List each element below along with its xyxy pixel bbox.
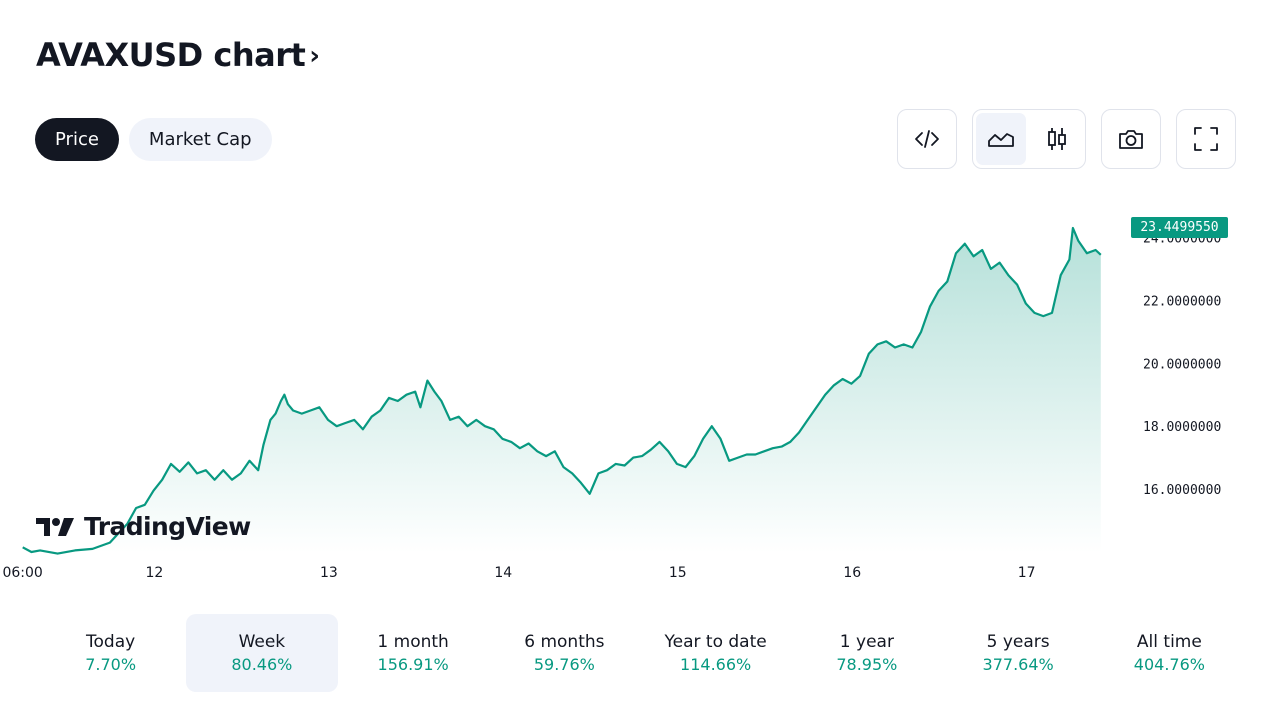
embed-tool bbox=[897, 109, 957, 169]
chart-title-link[interactable]: AVAXUSD chart › bbox=[36, 36, 320, 74]
fullscreen-icon bbox=[1194, 127, 1218, 151]
x-tick-label: 12 bbox=[145, 565, 163, 581]
x-axis: 06:00 12 13 14 15 16 17 bbox=[2, 565, 1035, 581]
period-change: 404.76% bbox=[1133, 655, 1205, 674]
period-change: 114.66% bbox=[680, 655, 752, 674]
period-label: 5 years bbox=[986, 632, 1050, 652]
chart-style-toggle bbox=[972, 109, 1086, 169]
price-chart[interactable]: 24.000000022.000000020.000000018.0000000… bbox=[0, 180, 1280, 600]
x-tick-label: 17 bbox=[1018, 565, 1036, 581]
y-tick-label: 20.0000000 bbox=[1143, 357, 1221, 372]
period-change: 78.95% bbox=[836, 655, 898, 674]
camera-icon bbox=[1119, 130, 1143, 149]
tradingview-wordmark: TradingView bbox=[84, 512, 251, 541]
x-tick-label: 15 bbox=[669, 565, 687, 581]
embed-button[interactable] bbox=[901, 113, 953, 165]
fullscreen-tool bbox=[1176, 109, 1236, 169]
period-label: All time bbox=[1136, 632, 1202, 652]
period-week[interactable]: Week 80.46% bbox=[186, 614, 338, 692]
tradingview-logo-icon bbox=[36, 517, 74, 536]
snapshot-tool bbox=[1101, 109, 1161, 169]
performance-periods: Today 7.70% Week 80.46% 1 month 156.91% … bbox=[35, 614, 1245, 692]
fullscreen-button[interactable] bbox=[1180, 113, 1232, 165]
x-tick-label: 13 bbox=[320, 565, 338, 581]
price-line bbox=[22, 226, 1102, 555]
x-tick-label: 16 bbox=[843, 565, 861, 581]
period-label: Week bbox=[238, 632, 286, 652]
price-area-fill bbox=[22, 228, 1101, 554]
tab-price[interactable]: Price bbox=[35, 118, 119, 161]
candlestick-button[interactable] bbox=[1032, 113, 1082, 165]
period-label: Today bbox=[86, 632, 136, 652]
period-all-time[interactable]: All time 404.76% bbox=[1094, 614, 1245, 692]
period-change: 80.46% bbox=[231, 655, 293, 674]
period-year-to-date[interactable]: Year to date 114.66% bbox=[640, 614, 791, 692]
y-axis: 24.000000022.000000020.000000018.0000000… bbox=[1143, 231, 1221, 498]
period-change: 59.76% bbox=[533, 655, 595, 674]
chevron-right-icon: › bbox=[309, 41, 320, 71]
x-tick-label: 06:00 bbox=[2, 565, 42, 581]
y-tick-label: 22.0000000 bbox=[1143, 294, 1221, 309]
y-tick-label: 18.0000000 bbox=[1143, 420, 1221, 435]
period-5-years[interactable]: 5 years 377.64% bbox=[943, 614, 1094, 692]
code-icon bbox=[915, 130, 939, 148]
period-label: 1 year bbox=[839, 632, 894, 652]
chart-type-tabs: Price Market Cap bbox=[35, 118, 272, 161]
tab-market-cap[interactable]: Market Cap bbox=[128, 118, 272, 161]
period-change: 7.70% bbox=[85, 655, 137, 674]
last-price-label: 23.4499550 bbox=[1131, 217, 1228, 238]
x-tick-label: 14 bbox=[494, 565, 512, 581]
period-change: 377.64% bbox=[982, 655, 1054, 674]
area-chart-button[interactable] bbox=[976, 113, 1026, 165]
period-change: 156.91% bbox=[377, 655, 449, 674]
period-1-month[interactable]: 1 month 156.91% bbox=[338, 614, 489, 692]
period-label: Year to date bbox=[664, 632, 767, 652]
page-title: AVAXUSD chart bbox=[36, 36, 306, 74]
period-6-months[interactable]: 6 months 59.76% bbox=[489, 614, 640, 692]
period-label: 6 months bbox=[524, 632, 605, 652]
period-label: 1 month bbox=[377, 632, 449, 652]
snapshot-button[interactable] bbox=[1105, 113, 1157, 165]
y-tick-label: 16.0000000 bbox=[1143, 483, 1221, 498]
area-chart-icon bbox=[988, 133, 1014, 147]
tradingview-logo: TradingView bbox=[36, 512, 251, 541]
period-1-year[interactable]: 1 year 78.95% bbox=[791, 614, 942, 692]
candlestick-icon bbox=[1048, 128, 1066, 150]
period-today[interactable]: Today 7.70% bbox=[35, 614, 186, 692]
